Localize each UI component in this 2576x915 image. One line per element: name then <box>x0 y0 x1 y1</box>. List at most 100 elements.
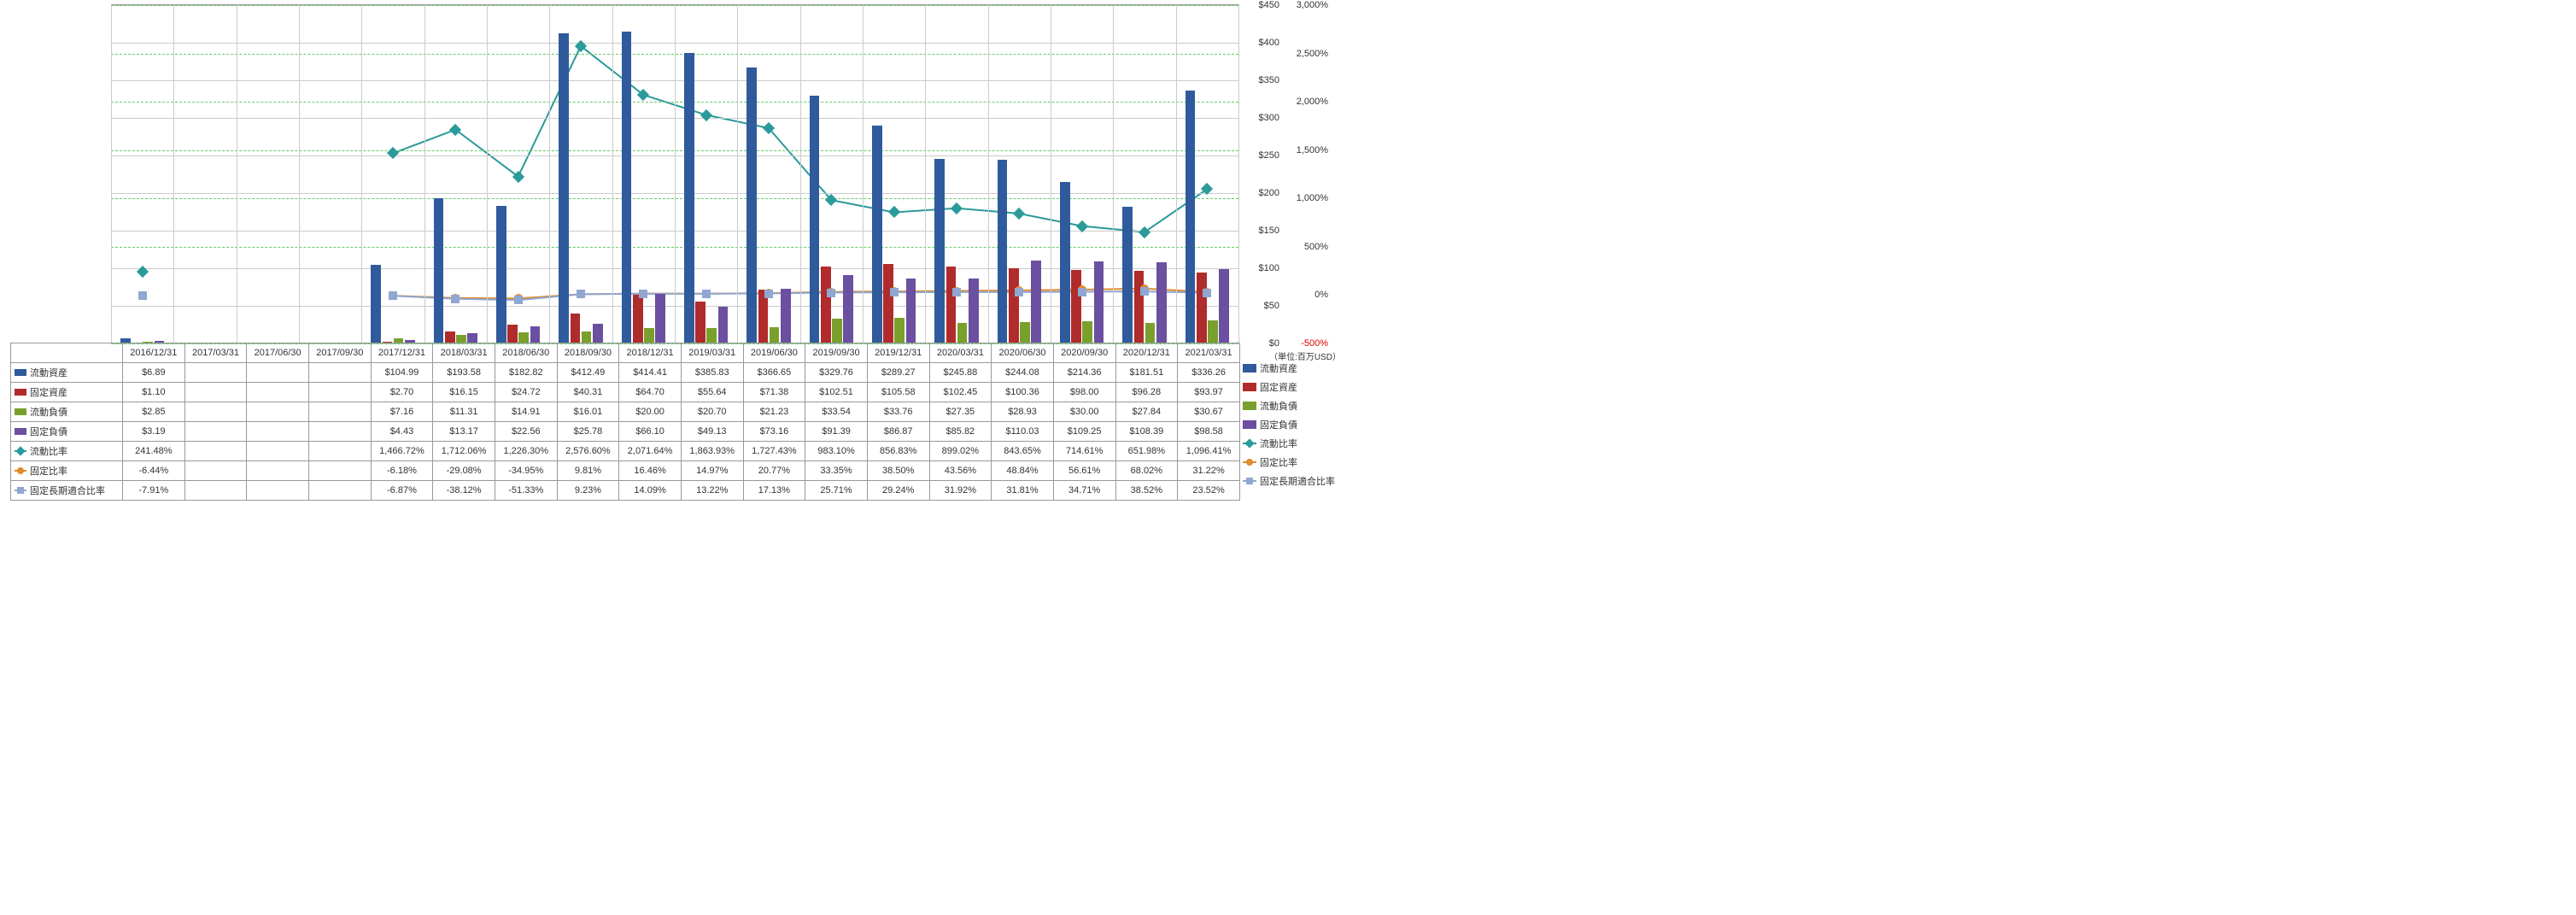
bar-fixed_liab <box>530 326 541 343</box>
table-cell: 38.50% <box>867 461 929 481</box>
table-cell: 68.02% <box>1115 461 1178 481</box>
y1-tick-label: $150 <box>1259 226 1279 236</box>
legend-label: 流動比率 <box>1260 437 1297 450</box>
plot-area: $0$50$100$150$200$250$300$350$400$450-50… <box>111 4 1239 343</box>
table-col-header: 2019/12/31 <box>867 343 929 363</box>
table-cell: 983.10% <box>805 442 868 461</box>
table-cell: 1,727.43% <box>743 442 805 461</box>
bar-fixed_assets <box>695 302 705 343</box>
legend-item-fixed_long_ratio: 固定長期適合比率 <box>1243 472 1335 490</box>
bar-current_assets <box>746 67 757 343</box>
legend-item-current_liab: 流動負債 <box>1243 396 1335 415</box>
table-cell: $109.25 <box>1053 422 1115 442</box>
table-cell: $28.93 <box>992 402 1054 422</box>
table-cell <box>247 383 309 402</box>
bar-current_liab <box>1208 320 1218 343</box>
table-cell: 31.92% <box>929 481 992 501</box>
table-cell: -6.18% <box>371 461 433 481</box>
bar-current_assets <box>998 160 1008 343</box>
table-cell: $20.00 <box>619 402 682 422</box>
table-cell: 23.52% <box>1178 481 1240 501</box>
table-col-header: 2018/06/30 <box>495 343 557 363</box>
table-col-header: 2017/03/31 <box>184 343 247 363</box>
table-cell: 20.77% <box>743 461 805 481</box>
table-cell: $2.85 <box>123 402 185 422</box>
table-cell: $182.82 <box>495 363 557 383</box>
bar-fixed_liab <box>655 294 665 343</box>
y2-tick-label: 500% <box>1304 242 1328 252</box>
y1-tick-label: $350 <box>1259 75 1279 85</box>
legend: 流動資産固定資産流動負債固定負債流動比率固定比率固定長期適合比率 <box>1243 359 1335 490</box>
marker-fixed_long_ratio <box>138 291 147 300</box>
table-col-header: 2016/12/31 <box>123 343 185 363</box>
table-cell: $16.15 <box>433 383 495 402</box>
table-cell: $24.72 <box>495 383 557 402</box>
table-cell <box>247 461 309 481</box>
table-cell: $102.51 <box>805 383 868 402</box>
table-cell <box>184 383 247 402</box>
legend-item-fixed_assets: 固定資産 <box>1243 378 1335 396</box>
bar-fixed_assets <box>633 295 643 343</box>
bar-fixed_assets <box>507 325 518 343</box>
table-cell: -34.95% <box>495 461 557 481</box>
table-cell <box>247 402 309 422</box>
table-cell: -7.91% <box>123 481 185 501</box>
bar-current_assets <box>684 53 694 343</box>
bar-current_liab <box>957 323 968 343</box>
table-col-header: 2017/06/30 <box>247 343 309 363</box>
table-cell: $385.83 <box>681 363 743 383</box>
bar-current_assets <box>434 198 444 343</box>
marker-fixed_long_ratio <box>1078 288 1086 296</box>
financial-combo-chart: $0$50$100$150$200$250$300$350$400$450-50… <box>0 0 2576 915</box>
bar-current_liab <box>706 328 717 343</box>
legend-label: 固定負債 <box>1260 418 1297 431</box>
table-cell: $55.64 <box>681 383 743 402</box>
table-cell: 48.84% <box>992 461 1054 481</box>
table-cell: 899.02% <box>929 442 992 461</box>
table-cell <box>247 442 309 461</box>
table-row-header-current_liab: 流動負債 <box>11 402 123 422</box>
table-cell <box>308 442 371 461</box>
table-col-header: 2018/03/31 <box>433 343 495 363</box>
marker-fixed_long_ratio <box>451 295 460 303</box>
table-cell: $20.70 <box>681 402 743 422</box>
bar-current_liab <box>644 328 654 343</box>
bar-current_liab <box>582 331 592 343</box>
table-col-header: 2021/03/31 <box>1178 343 1240 363</box>
table-cell: $71.38 <box>743 383 805 402</box>
y1-tick-label: $200 <box>1259 188 1279 198</box>
table-cell: $85.82 <box>929 422 992 442</box>
marker-fixed_long_ratio <box>577 290 585 298</box>
table-cell <box>247 422 309 442</box>
y1-tick-label: $100 <box>1259 263 1279 273</box>
bar-fixed_assets <box>571 314 581 343</box>
y1-tick-label: $300 <box>1259 113 1279 123</box>
bar-fixed_liab <box>593 324 603 343</box>
table-cell: 43.56% <box>929 461 992 481</box>
table-cell: -6.44% <box>123 461 185 481</box>
marker-fixed_long_ratio <box>1015 288 1023 296</box>
table-cell <box>184 422 247 442</box>
table-cell: $27.84 <box>1115 402 1178 422</box>
table-cell: $66.10 <box>619 422 682 442</box>
table-cell: -29.08% <box>433 461 495 481</box>
table-cell: $33.54 <box>805 402 868 422</box>
legend-label: 固定資産 <box>1260 380 1297 394</box>
y2-tick-label: 1,500% <box>1297 145 1328 155</box>
table-cell: $16.01 <box>557 402 619 422</box>
table-cell: 1,863.93% <box>681 442 743 461</box>
table-cell: $2.70 <box>371 383 433 402</box>
table-cell: $13.17 <box>433 422 495 442</box>
table-cell: 29.24% <box>867 481 929 501</box>
bar-fixed_assets <box>1071 270 1081 343</box>
marker-fixed_long_ratio <box>764 290 773 298</box>
bar-fixed_liab <box>718 307 729 343</box>
bar-current_liab <box>832 319 842 344</box>
marker-fixed_long_ratio <box>389 291 397 300</box>
table-cell: $289.27 <box>867 363 929 383</box>
table-row-header-fixed_assets: 固定資産 <box>11 383 123 402</box>
table-cell: -6.87% <box>371 481 433 501</box>
legend-label: 流動負債 <box>1260 399 1297 413</box>
bar-current_assets <box>371 265 381 343</box>
table-col-header: 2018/12/31 <box>619 343 682 363</box>
